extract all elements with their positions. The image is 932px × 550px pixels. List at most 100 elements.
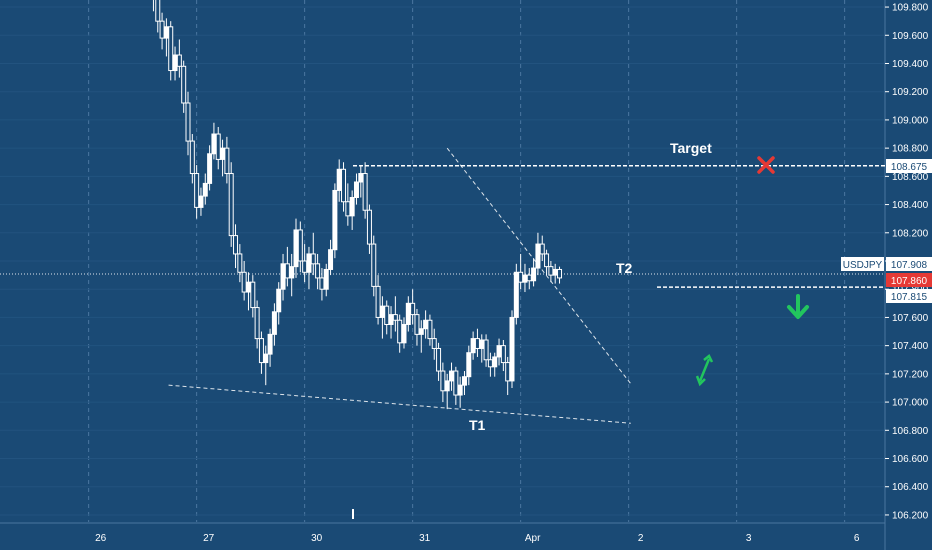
target-level-label-box: 108.675 — [886, 159, 932, 173]
candle-body — [522, 274, 528, 283]
candle-body — [176, 54, 182, 67]
candle-body — [241, 271, 247, 293]
last-price-label-box: 107.908 — [886, 257, 932, 271]
red-x-icon — [757, 156, 775, 174]
candle-body — [297, 229, 303, 262]
candle-body — [483, 339, 489, 361]
candle-body — [466, 352, 472, 378]
candle-body — [492, 356, 498, 368]
candle-body — [276, 288, 282, 313]
candle-body — [228, 173, 234, 237]
price-tick-label: 109.400 — [892, 59, 929, 70]
annotation-t2: T2 — [616, 260, 633, 276]
candle-body — [535, 243, 541, 269]
candle-body — [414, 314, 420, 335]
time-tick-label: 27 — [203, 533, 215, 544]
candle-body — [254, 307, 260, 340]
candle-body — [513, 271, 519, 318]
candle-body — [509, 316, 515, 382]
candle-body — [548, 266, 554, 276]
candle-body — [332, 189, 338, 251]
candle-body — [544, 253, 550, 268]
candle-body — [440, 370, 446, 392]
time-tick-label: 31 — [419, 533, 431, 544]
candle-body — [245, 281, 251, 293]
candle-body — [224, 147, 230, 175]
price-tick-label: 107.000 — [892, 398, 929, 409]
candle-body — [345, 201, 351, 217]
candle-body — [319, 277, 325, 290]
candle-body — [310, 253, 316, 265]
candle-body — [375, 285, 381, 318]
candle-body — [392, 314, 398, 321]
price-tick-label: 108.800 — [892, 144, 929, 155]
candle-body — [371, 243, 377, 287]
price-tick-label: 106.400 — [892, 482, 929, 493]
time-tick-label: Apr — [525, 533, 541, 544]
candle-body — [202, 182, 208, 197]
candle-body — [258, 338, 264, 364]
candle-body — [427, 319, 433, 340]
candle-body — [349, 197, 355, 217]
price-tick-label: 109.600 — [892, 31, 929, 42]
green-down-arrow-icon — [787, 294, 809, 319]
candle-body — [526, 274, 532, 282]
candle-body — [220, 147, 226, 160]
candle-body — [500, 345, 506, 364]
price-tick-label: 109.000 — [892, 115, 929, 126]
symbol-label-box: USDJPY — [841, 257, 884, 271]
candle-body — [401, 323, 407, 344]
candle-body — [479, 339, 485, 349]
candle-body — [293, 229, 299, 268]
candle-body — [505, 362, 511, 382]
candle-body — [323, 268, 329, 290]
green-double-arrow-icon — [695, 354, 714, 387]
price-tick-label: 107.200 — [892, 369, 929, 380]
candle-body — [172, 54, 178, 72]
candle-body — [168, 26, 174, 72]
candle-body — [250, 281, 256, 309]
candles — [152, 0, 563, 410]
time-tick-label: 26 — [95, 533, 107, 544]
price-tick-label: 108.200 — [892, 228, 929, 239]
candle-body — [457, 384, 463, 396]
candle-body — [163, 26, 169, 39]
price-tick-label: 109.200 — [892, 87, 929, 98]
candle-body — [496, 345, 502, 358]
time-tick-label: 3 — [746, 533, 752, 544]
price-tick-label: 108.600 — [892, 172, 929, 183]
candle-body — [423, 319, 429, 330]
candle-body — [237, 253, 243, 273]
grid-lines — [88, 0, 846, 522]
candle-body — [388, 314, 394, 325]
candle-body — [557, 268, 563, 279]
price-tick-label: 107.400 — [892, 341, 929, 352]
candle-body — [405, 302, 411, 325]
candle-body — [271, 311, 277, 335]
bid-price-label: 107.860 — [891, 276, 928, 287]
candle-body — [362, 173, 368, 211]
candle-body — [185, 102, 191, 142]
support-level-label-box: 107.815 — [886, 289, 932, 303]
price-tick-label: 106.200 — [892, 510, 929, 521]
horizontal-levels — [0, 165, 885, 288]
candle-body — [211, 133, 217, 155]
candle-body — [461, 376, 467, 386]
support-level-label: 107.815 — [891, 292, 928, 303]
price-tick-label: 106.600 — [892, 454, 929, 465]
time-tick-label: 30 — [311, 533, 323, 544]
candle-body — [474, 338, 480, 349]
time-axis-background — [0, 522, 885, 550]
candle-body — [159, 20, 165, 39]
time-axis-ticks: 26 27 30 31 Apr 2 3 6 — [95, 533, 860, 544]
trendline — [168, 384, 631, 424]
candle-body — [289, 266, 295, 279]
last-price-label: 107.908 — [891, 260, 928, 271]
candle-body — [198, 195, 204, 208]
candle-body — [315, 263, 321, 279]
price-tick-label: 107.600 — [892, 313, 929, 324]
price-tick-label: 106.800 — [892, 426, 929, 437]
candle-body — [284, 263, 290, 279]
